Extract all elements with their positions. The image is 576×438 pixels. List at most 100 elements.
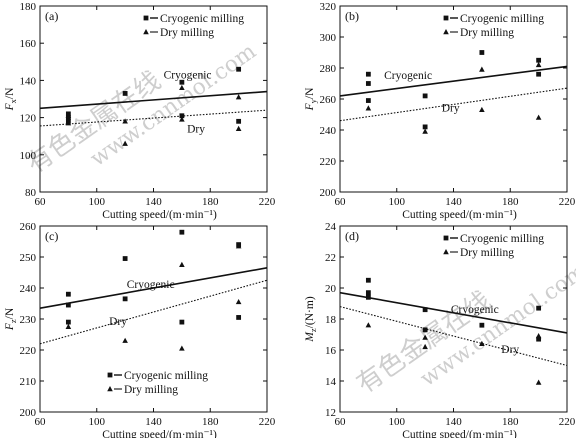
data-point-dry [422,334,428,340]
data-point-cryogenic [479,322,485,328]
x-tick-label: 140 [145,416,162,428]
data-point-cryogenic [365,277,371,283]
data-point-dry [535,333,542,339]
x-tick-label: 220 [259,196,276,208]
x-tick-label: 140 [445,416,462,428]
data-point-dry [422,128,428,134]
data-point-dry [65,323,72,329]
series-cryogenic [339,277,568,342]
series-dry [339,306,568,385]
y-tick-label: 100 [20,150,37,162]
y-tick-label: 260 [320,94,337,106]
legend-marker-dry [143,29,149,35]
fit-line-dry [39,109,268,127]
data-point-dry [365,105,372,111]
x-axis-title: Cutting speed/(m·min⁻¹) [102,429,217,438]
y-tick-label: 140 [20,75,37,87]
y-tick-label: 24 [325,221,337,233]
x-tick-label: 180 [202,196,219,208]
legend-marker-cryogenic [443,235,449,241]
legend-label-dry: Dry milling [460,247,514,259]
y-tick-label: 12 [325,407,336,419]
panel-2: 60 100 140 180 220 200 220 240 260 280 300 320 Cutti… [304,1,576,221]
data-point-cryogenic [179,229,185,235]
legend-marker-dry [443,29,449,35]
y-axis-title: Fx/N [4,87,18,111]
data-point-cryogenic [65,291,71,297]
data-point-dry [479,340,485,346]
fit-line-dry [339,306,568,367]
x-axis-title: Cutting speed/(m·min⁻¹) [102,209,217,221]
data-point-cryogenic [65,319,71,325]
y-tick-label: 230 [20,314,37,326]
data-point-dry [65,120,72,126]
legend: Cryogenic milling Dry milling [443,233,544,259]
data-point-cryogenic [422,307,428,313]
annotation-cryogenic: Cryogenic [127,279,175,291]
data-point-dry [179,261,185,267]
data-point-dry [179,116,185,122]
y-tick-label: 14 [325,376,337,388]
x-tick-label: 60 [335,196,347,208]
data-point-dry [535,114,542,120]
data-point-cryogenic [122,91,128,96]
data-point-cryogenic [65,302,71,308]
data-point-dry [422,343,428,350]
data-point-cryogenic [122,296,128,302]
y-tick-label: 180 [20,1,37,13]
annotation-dry: Dry [442,102,460,114]
legend: Cryogenic milling Dry milling [107,370,208,396]
data-point-dry [179,84,185,91]
data-point-cryogenic [365,294,371,300]
y-tick-label: 200 [320,187,337,199]
data-point-cryogenic [422,327,428,333]
fit-line-cryogenic [339,65,568,97]
data-point-dry [122,337,128,343]
legend-marker-dry [107,386,113,392]
data-point-cryogenic [365,71,371,77]
data-point-dry [535,379,542,385]
data-point-cryogenic [365,81,371,86]
y-tick-label: 240 [20,283,37,295]
data-point-cryogenic [536,57,542,63]
legend-marker-cryogenic [143,15,149,21]
y-tick-label: 280 [320,63,337,75]
x-tick-label: 220 [259,416,276,428]
series-cryogenic [39,229,268,325]
fit-line-dry [39,279,268,345]
data-point-dry [65,112,72,118]
legend-label-dry: Dry milling [124,384,178,396]
y-tick-label: 200 [20,407,37,419]
x-tick-label: 100 [89,196,106,208]
x-tick-label: 60 [335,416,347,428]
y-tick-label: 240 [320,125,337,137]
y-tick-label: 300 [320,32,337,44]
data-point-dry [365,322,372,328]
legend-marker-cryogenic [107,372,113,378]
y-axis-title: Fz/N [4,307,18,331]
data-point-dry [479,106,485,113]
data-point-dry [235,94,242,100]
data-point-cryogenic [179,319,185,325]
legend: Cryogenic milling Dry milling [143,13,244,39]
data-point-cryogenic [122,256,128,261]
data-point-dry [535,61,542,68]
legend-label-cryogenic: Cryogenic milling [124,370,208,382]
y-tick-label: 210 [20,376,37,388]
data-point-cryogenic [236,118,242,124]
legend-label-dry: Dry milling [460,27,514,39]
panel-3: 60 100 140 180 220 200 210 220 230 240 250 260 Cutti… [4,221,276,438]
y-tick-label: 250 [20,252,37,264]
x-axis-title: Cutting speed/(m·min⁻¹) [402,429,517,438]
series-dry [39,243,268,351]
data-point-dry [479,66,485,72]
x-tick-label: 60 [35,196,47,208]
data-point-dry [235,298,242,305]
y-tick-label: 260 [20,221,37,233]
x-tick-label: 180 [502,196,519,208]
data-point-cryogenic [365,98,371,103]
series-cryogenic [339,50,568,130]
